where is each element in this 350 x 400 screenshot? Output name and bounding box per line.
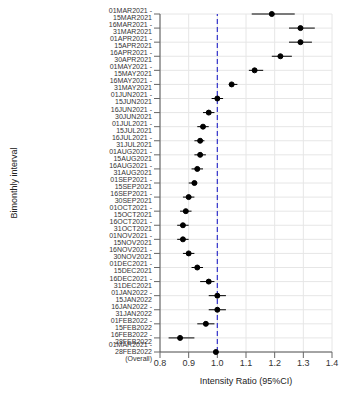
svg-text:01FEB2022 -15FEB2022: 01FEB2022 -15FEB2022 [111,317,153,331]
svg-text:16SEP2021 -30SEP2021: 16SEP2021 -30SEP2021 [110,190,152,204]
svg-text:16APR2021 -30APR2021: 16APR2021 -30APR2021 [110,49,153,63]
svg-text:01MAY2021 -15MAY2021: 01MAY2021 -15MAY2021 [110,63,153,77]
svg-text:Intensity Ratio (95%CI): Intensity Ratio (95%CI) [200,376,293,386]
svg-text:01OCT2021 -15OCT2021: 01OCT2021 -15OCT2021 [110,204,153,218]
svg-text:16JAN2022 -31JAN2022: 16JAN2022 -31JAN2022 [111,303,153,317]
svg-text:1.1: 1.1 [240,358,253,368]
svg-text:0.8: 0.8 [154,358,167,368]
svg-text:01SEP2021 -15SEP2021: 01SEP2021 -15SEP2021 [110,176,152,190]
svg-text:1.2: 1.2 [268,358,281,368]
svg-text:16JUL2021 -31JUL2021: 16JUL2021 -31JUL2021 [112,134,153,148]
svg-text:01MAR2021 -15MAR2021: 01MAR2021 -15MAR2021 [109,8,153,21]
svg-text:16DEC2021 -31DEC2021: 16DEC2021 -31DEC2021 [110,275,153,289]
svg-text:01JUN2021 -15JUN2021: 01JUN2021 -15JUN2021 [111,91,153,105]
svg-text:1.0: 1.0 [211,358,224,368]
svg-text:01MAR2021 -28FEB2022(Overall): 01MAR2021 -28FEB2022(Overall) [109,341,153,363]
svg-text:16MAY2021 -31MAY2021: 16MAY2021 -31MAY2021 [110,77,153,91]
svg-text:16AUG2021 -31AUG2021: 16AUG2021 -31AUG2021 [109,162,152,176]
svg-text:01JUL2021 -15JUL2021: 01JUL2021 -15JUL2021 [112,120,153,134]
svg-text:01NOV2021 -15NOV2021: 01NOV2021 -15NOV2021 [109,232,152,246]
svg-text:01AUG2021 -15AUG2021: 01AUG2021 -15AUG2021 [109,148,152,162]
svg-text:16MAR2021 -31MAR2021: 16MAR2021 -31MAR2021 [109,21,153,35]
svg-text:01DEC2021 -15DEC2021: 01DEC2021 -15DEC2021 [110,260,153,274]
svg-text:16JUN2021 -30JUN2021: 16JUN2021 -30JUN2021 [111,106,153,120]
svg-text:Bimonthly interval: Bimonthly interval [9,147,19,218]
svg-text:16OCT2021 -31OCT2021: 16OCT2021 -31OCT2021 [110,218,153,232]
svg-text:0.9: 0.9 [182,358,195,368]
svg-text:01JAN2022 -15JAN2022: 01JAN2022 -15JAN2022 [111,289,153,303]
svg-text:01APR2021 -15APR2021: 01APR2021 -15APR2021 [110,35,153,49]
svg-text:1.3: 1.3 [297,358,310,368]
svg-text:1.4: 1.4 [326,358,339,368]
html-text:16FEB2022 -: 16FEB2022 - [110,330,152,338]
svg-text:16NOV2021 -30NOV2021: 16NOV2021 -30NOV2021 [109,246,152,260]
